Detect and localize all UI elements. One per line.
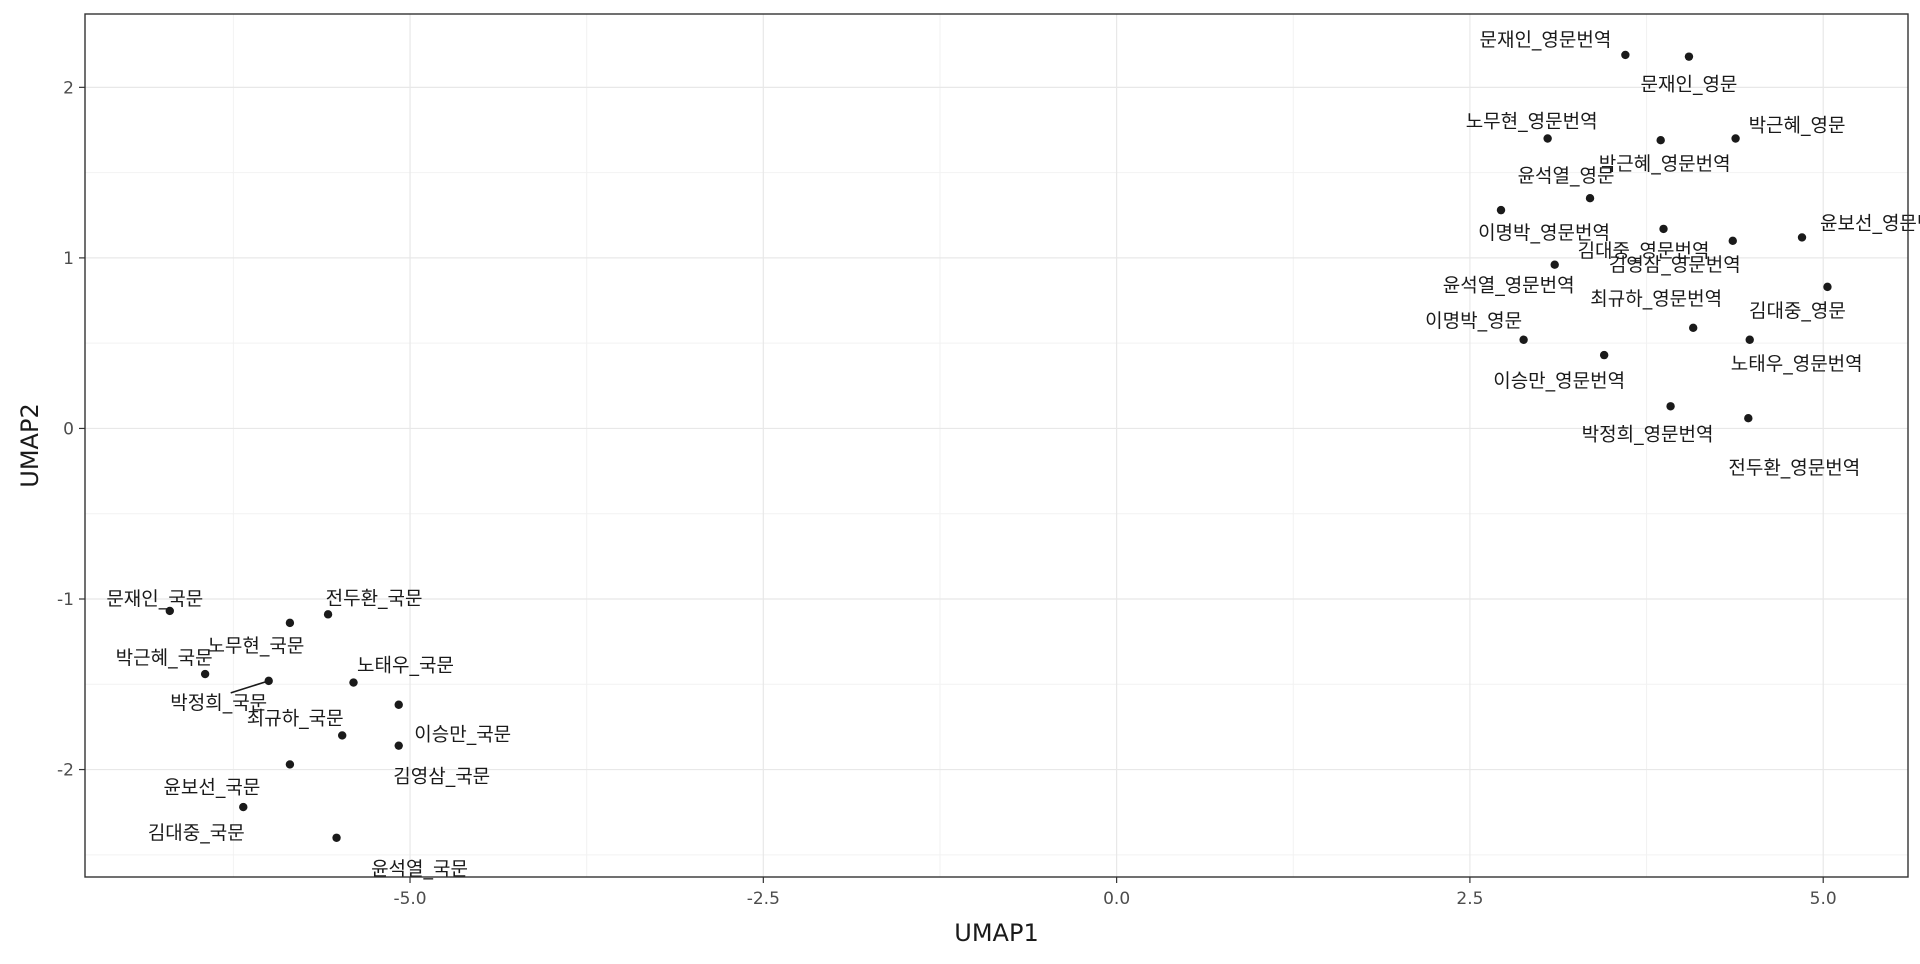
point-label: 노태우_국문 <box>357 655 454 677</box>
data-point <box>1731 134 1740 143</box>
data-point <box>1656 136 1665 145</box>
plot-panel-border <box>84 13 1909 878</box>
point-label: 최규하_영문번역 <box>1590 288 1722 310</box>
y-tick-label: 1 <box>63 249 74 269</box>
point-label: 전두환_영문번역 <box>1728 457 1860 479</box>
point-label: 노무현_영문번역 <box>1466 111 1598 133</box>
data-point <box>1745 335 1754 344</box>
point-label: 문재인_영문번역 <box>1479 29 1611 51</box>
point-label: 이명박_영문번역 <box>1478 222 1610 244</box>
point-label: 윤석열_영문번역 <box>1443 275 1575 297</box>
y-tick-label: 0 <box>63 419 74 439</box>
x-tick-label: -2.5 <box>747 889 780 909</box>
data-point <box>1744 414 1753 423</box>
grid-lines <box>85 14 1908 877</box>
point-label: 윤석열_국문 <box>371 858 468 880</box>
point-label: 박근혜_영문 <box>1749 115 1846 137</box>
point-label: 박근혜_국문 <box>116 647 213 669</box>
point-label: 최규하_국문 <box>247 707 344 729</box>
point-label: 노무현_국문 <box>207 635 304 657</box>
point-label: 김대중_영문번역 <box>1578 240 1710 262</box>
x-tick-label: 0.0 <box>1103 889 1130 909</box>
x-tick-label: 5.0 <box>1810 889 1837 909</box>
data-point <box>1519 335 1528 344</box>
data-point <box>323 610 333 619</box>
point-label: 전두환_국문 <box>326 587 423 609</box>
data-point <box>332 833 341 842</box>
point-label: 노태우_영문번역 <box>1731 353 1863 375</box>
data-point <box>1684 52 1694 61</box>
data-point <box>349 678 358 687</box>
point-label: 이승만_영문번역 <box>1493 370 1625 392</box>
point-label: 박정희_국문 <box>170 692 267 714</box>
label-leader-line <box>230 680 269 694</box>
y-tick-label: 2 <box>63 78 74 98</box>
data-point <box>1599 350 1609 360</box>
y-tick-label: -2 <box>57 761 74 781</box>
point-label: 김대중_국문 <box>148 822 245 844</box>
point-label: 김대중_영문 <box>1749 300 1846 322</box>
y-tick-label: -1 <box>57 590 74 610</box>
data-point <box>285 618 295 628</box>
data-point <box>1550 260 1559 269</box>
data-point <box>285 760 295 769</box>
data-point <box>1585 193 1595 203</box>
x-tick-label: 2.5 <box>1456 889 1483 909</box>
point-label: 윤석열_영문 <box>1518 165 1615 187</box>
data-point <box>1621 50 1630 60</box>
data-point <box>200 669 210 679</box>
y-axis-title: UMAP2 <box>16 403 44 487</box>
point-label: 박정희_영문번역 <box>1582 423 1714 445</box>
data-point <box>1543 134 1552 143</box>
point-label: 문재인_영문 <box>1641 74 1738 96</box>
axis-ticks: -5.0 -2.5 0.0 2.5 5.0 -2 -1 0 1 2 <box>57 78 1837 909</box>
point-label: 김영삼_영문번역 <box>1609 254 1741 276</box>
data-point <box>394 741 403 750</box>
point-label: 윤보선_영문번역 <box>1820 212 1920 234</box>
data-point <box>394 700 403 709</box>
data-point <box>1496 205 1506 215</box>
point-label: 이명박_영문 <box>1425 310 1522 332</box>
data-points <box>165 50 1832 842</box>
data-point <box>1688 323 1698 333</box>
data-point <box>1728 236 1737 246</box>
x-tick-label: -5.0 <box>393 889 426 909</box>
data-point <box>337 731 347 740</box>
point-label: 윤보선_국문 <box>163 776 260 798</box>
point-label: 박근혜_영문번역 <box>1599 153 1731 175</box>
data-point <box>1659 224 1668 234</box>
data-point <box>1797 233 1807 242</box>
data-point <box>264 676 273 686</box>
point-label: 문재인_국문 <box>106 588 203 610</box>
data-point <box>1666 402 1675 411</box>
data-point <box>165 606 174 616</box>
x-axis-title: UMAP1 <box>954 919 1038 947</box>
data-point <box>239 802 248 812</box>
data-point <box>1823 282 1832 292</box>
point-label: 이승만_국문 <box>414 724 511 746</box>
label-leader-lines <box>230 680 269 694</box>
point-label: 김영삼_국문 <box>393 766 490 788</box>
